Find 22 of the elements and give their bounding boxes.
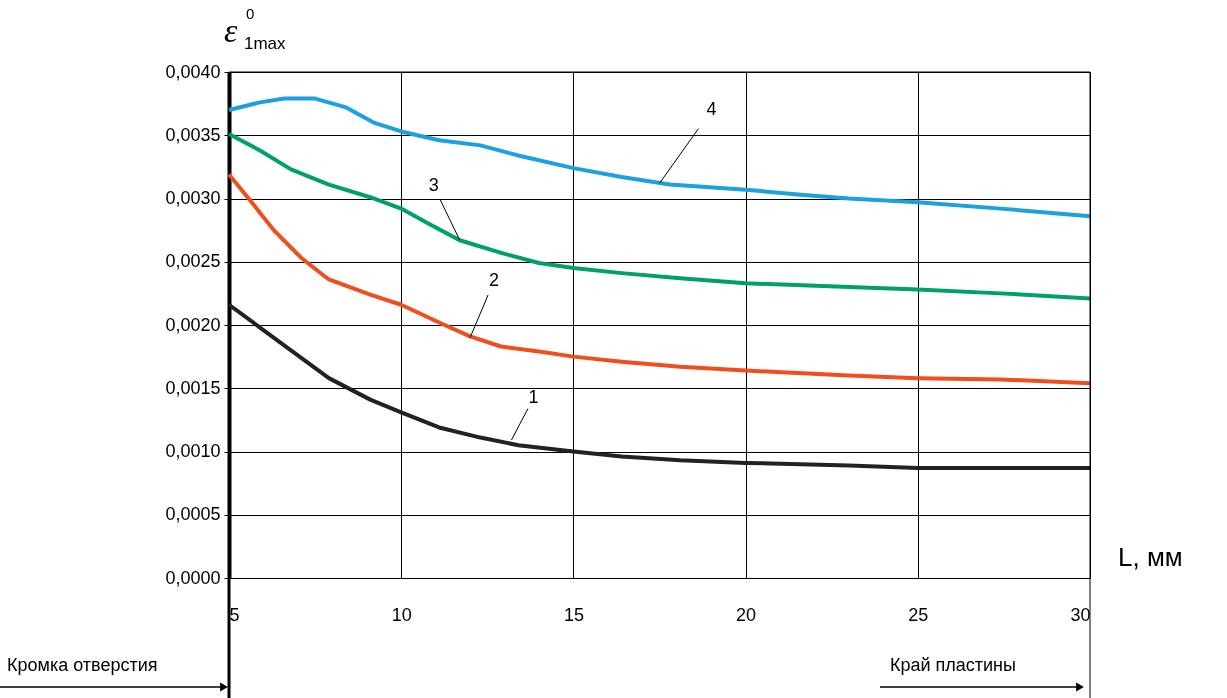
y-tick-label: 0,0010	[165, 441, 221, 461]
annotation: 4	[706, 99, 717, 120]
y-tick-label: 0,0040	[165, 61, 221, 82]
y-tick-label: 0,0015	[165, 377, 221, 398]
x-tick-label: 20	[736, 604, 757, 625]
y-tick-label: 0,0020	[165, 314, 221, 335]
x-tick-label: 25	[908, 604, 929, 625]
y-tick-label: 0,0035	[165, 124, 221, 145]
y-tick-label: 0,0025	[165, 251, 221, 272]
x-tick-label: 5	[229, 604, 240, 625]
x-axis-title: L, мм	[1118, 542, 1183, 572]
x-tick-label: 10	[391, 604, 412, 625]
x-tick-label: 15	[563, 604, 584, 625]
text: Кромка отверстия	[7, 655, 158, 675]
x-tick-label: 30	[1070, 604, 1091, 625]
y-tick-label: 0,0005	[165, 504, 221, 525]
annotation: 1	[528, 387, 539, 408]
text: Край пластины	[890, 655, 1016, 675]
y-tick-label: 0,0000	[165, 567, 221, 588]
annotation: 2	[489, 269, 500, 290]
annotation: 3	[428, 175, 439, 196]
y-tick-label: 0,0030	[165, 188, 221, 208]
